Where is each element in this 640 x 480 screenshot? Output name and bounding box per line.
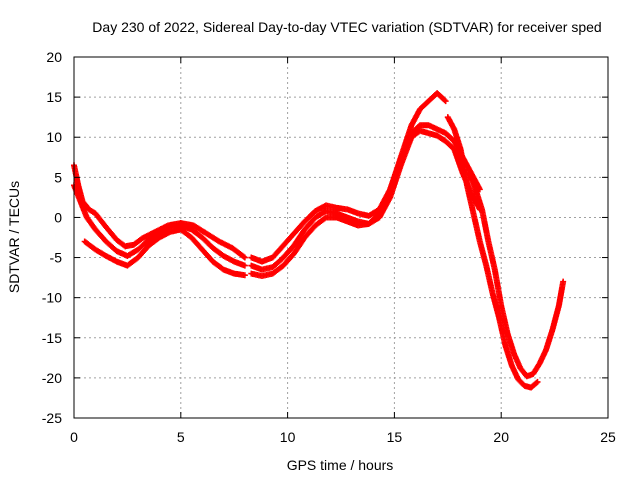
y-tick-label: 0 [54, 209, 62, 225]
y-tick-label: -15 [42, 330, 62, 346]
data-point [442, 98, 449, 105]
y-tick-label: 20 [46, 49, 62, 65]
data-series [248, 127, 483, 273]
chart-title: Day 230 of 2022, Sidereal Day-to-day VTE… [92, 19, 601, 35]
data-series [71, 182, 248, 269]
data-point [240, 253, 247, 260]
x-tick-label: 20 [493, 429, 509, 445]
ticks-layer: 0 5 10 15 20 25 -25 -20 -15 -10 -5 0 5 10 15 20 [42, 49, 616, 445]
data-point [241, 272, 248, 279]
y-tick-label: 5 [54, 169, 62, 185]
y-tick-label: -10 [42, 290, 62, 306]
y-axis-label: SDTVAR / TECUs [6, 181, 22, 293]
y-tick-label: 15 [46, 89, 62, 105]
data-series [466, 170, 567, 380]
x-tick-label: 25 [600, 429, 616, 445]
data-series [248, 90, 449, 280]
x-tick-label: 15 [387, 429, 403, 445]
y-tick-label: -5 [50, 250, 63, 266]
y-tick-label: -20 [42, 370, 62, 386]
plot-frame [73, 56, 609, 419]
data-point [441, 97, 448, 104]
y-tick-label: -25 [42, 410, 62, 426]
data-point [534, 378, 541, 385]
y-tick-label: 10 [46, 129, 62, 145]
data-series [81, 226, 248, 279]
data-series [444, 114, 541, 391]
x-axis-label: GPS time / hours [287, 457, 394, 473]
data-points-layer [71, 90, 567, 391]
x-tick-label: 5 [177, 429, 185, 445]
data-point [560, 278, 567, 285]
data-point [241, 262, 248, 269]
data-point [533, 379, 540, 386]
x-tick-label: 0 [70, 429, 78, 445]
data-point [241, 254, 248, 261]
x-tick-label: 10 [280, 429, 296, 445]
